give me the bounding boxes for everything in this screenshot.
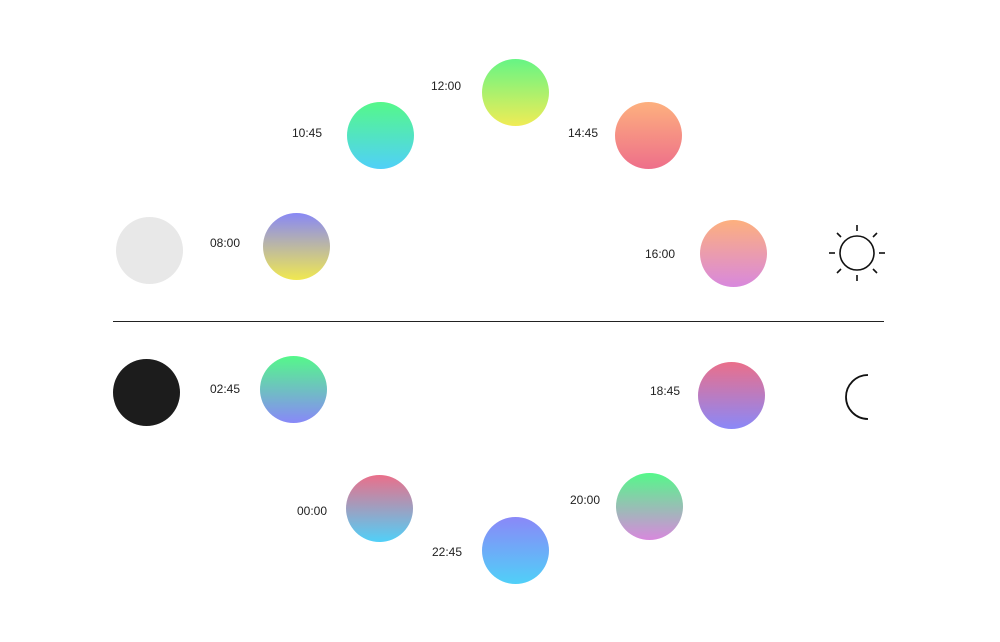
- night-time-label: 20:00: [569, 493, 601, 507]
- night-time-label: 00:00: [296, 504, 328, 518]
- day-time-label: 08:00: [209, 236, 241, 250]
- day-mode-swatch[interactable]: [116, 217, 183, 284]
- night-time-swatch[interactable]: [482, 517, 549, 584]
- day-time-swatch[interactable]: [263, 213, 330, 280]
- day-time-swatch[interactable]: [482, 59, 549, 126]
- sun-icon: [829, 225, 885, 281]
- day-time-swatch[interactable]: [615, 102, 682, 169]
- night-time-swatch[interactable]: [698, 362, 765, 429]
- night-time-label: 02:45: [209, 382, 241, 396]
- night-time-label: 22:45: [431, 545, 463, 559]
- day-time-swatch[interactable]: [700, 220, 767, 287]
- day-time-label: 16:00: [644, 247, 676, 261]
- night-time-swatch[interactable]: [616, 473, 683, 540]
- night-mode-swatch[interactable]: [113, 359, 180, 426]
- day-time-label: 12:00: [430, 79, 462, 93]
- moon-icon: [845, 374, 869, 420]
- night-time-label: 18:45: [649, 384, 681, 398]
- day-time-swatch[interactable]: [347, 102, 414, 169]
- day-time-label: 14:45: [567, 126, 599, 140]
- day-night-divider: [113, 321, 884, 322]
- night-time-swatch[interactable]: [346, 475, 413, 542]
- day-time-label: 10:45: [291, 126, 323, 140]
- night-time-swatch[interactable]: [260, 356, 327, 423]
